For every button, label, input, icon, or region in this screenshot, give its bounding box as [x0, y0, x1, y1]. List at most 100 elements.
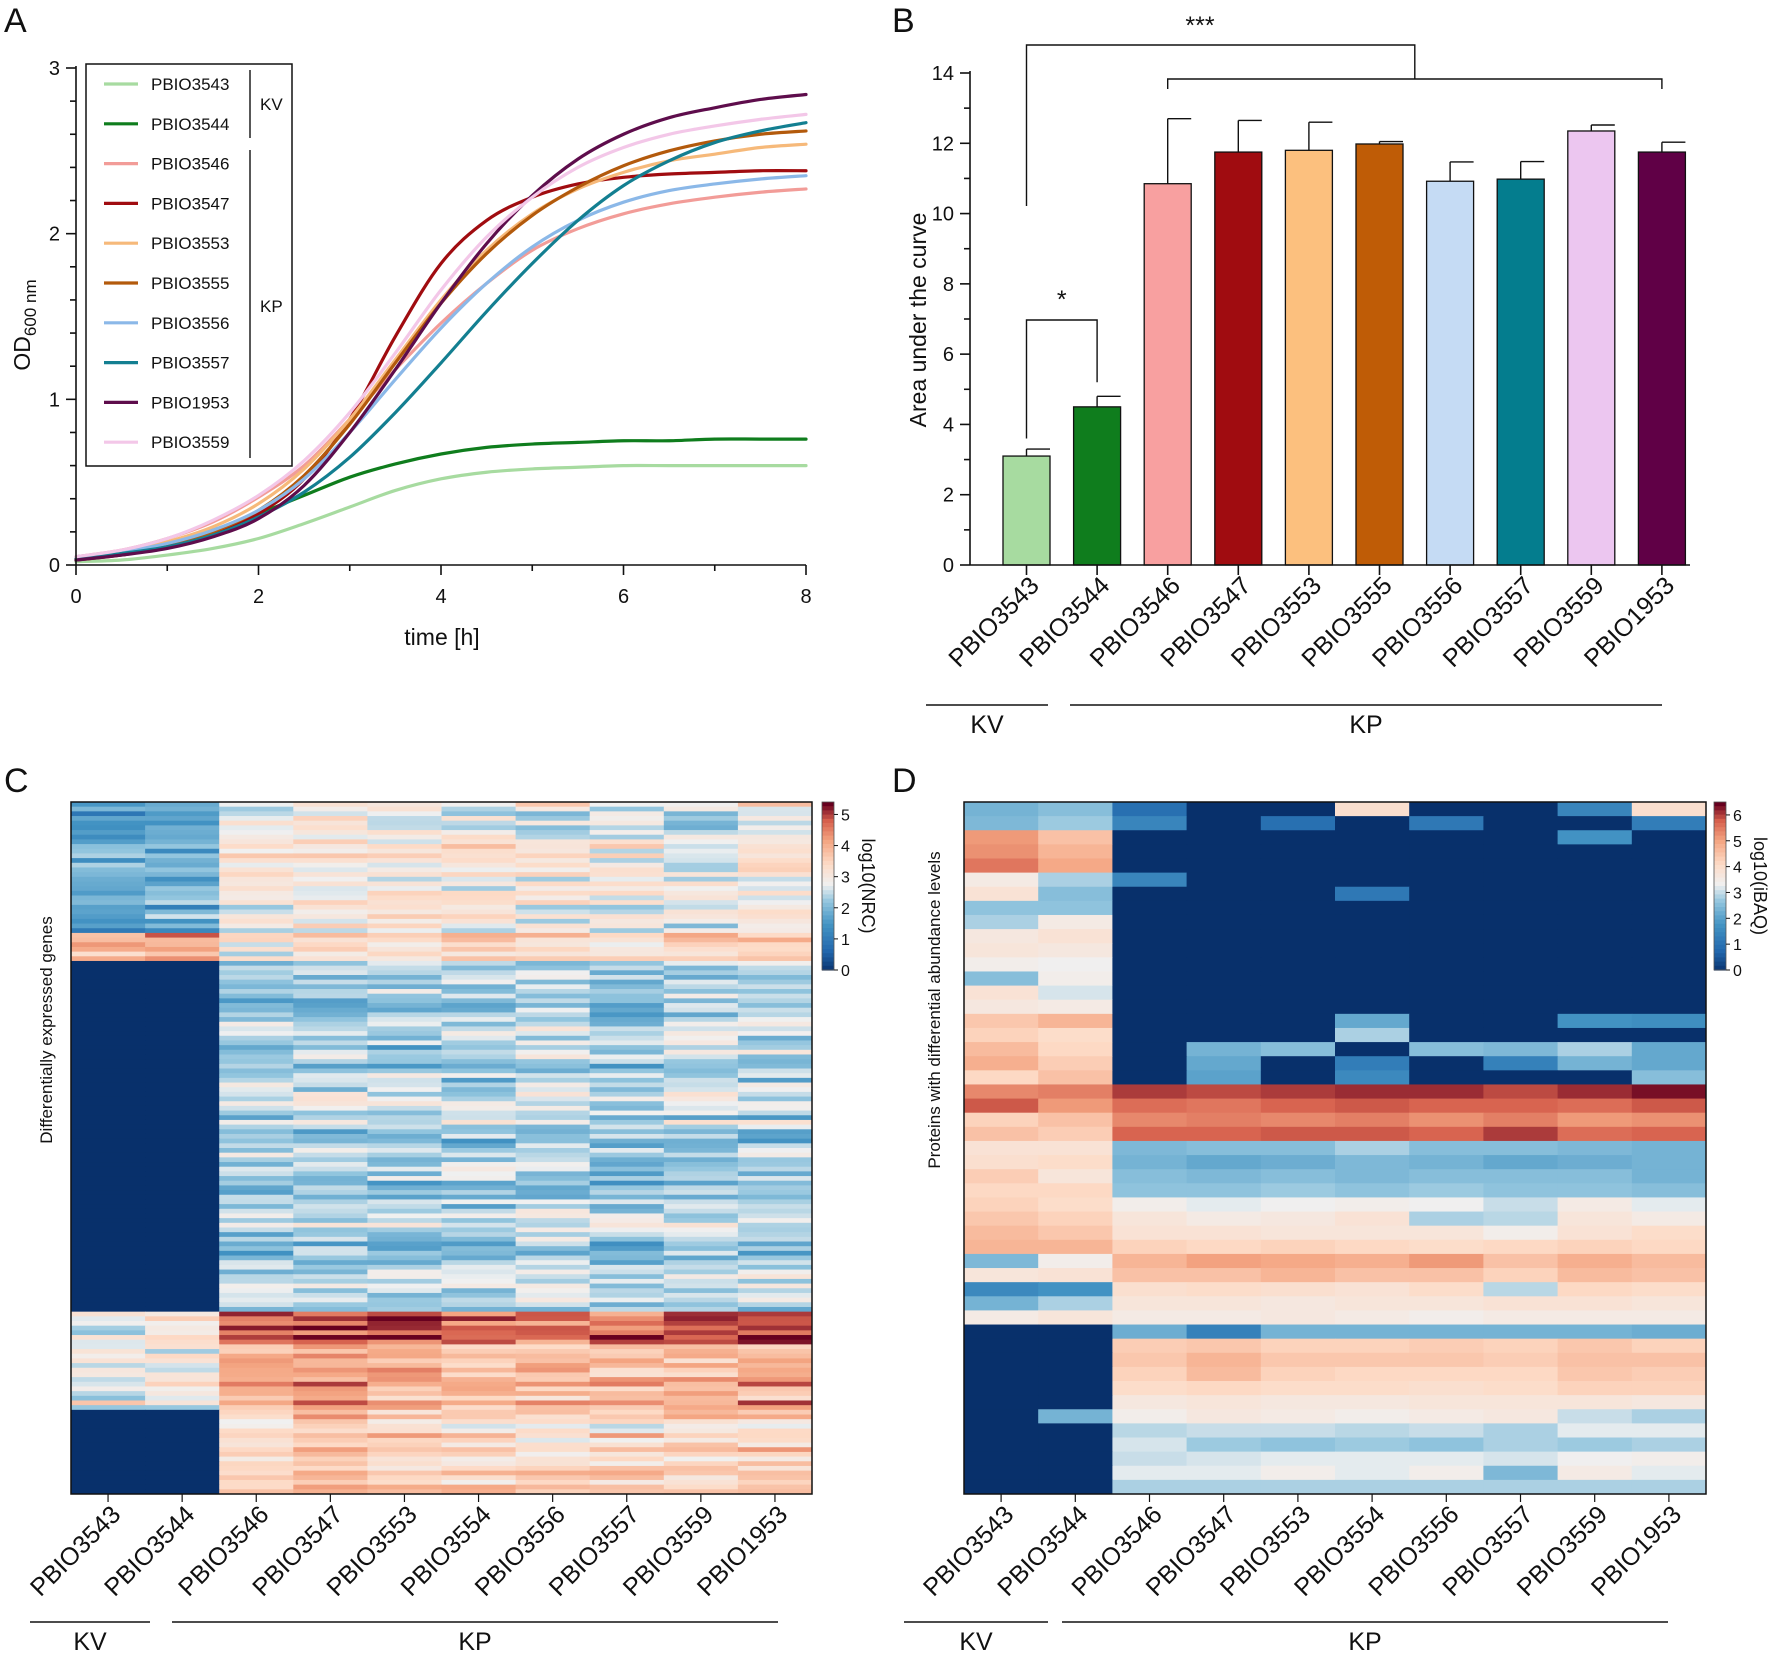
c-heatmap-cell	[293, 1255, 368, 1261]
c-colorbar-segment	[822, 932, 834, 937]
d-heatmap-cell	[1335, 1169, 1410, 1184]
d-heatmap-cell	[1260, 1366, 1336, 1382]
c-heatmap-cell	[71, 951, 146, 957]
c-heatmap-cell	[737, 1003, 813, 1009]
c-heatmap-cell	[515, 1414, 591, 1420]
c-heatmap-cell	[145, 1059, 220, 1065]
d-heatmap-cell	[1112, 1296, 1188, 1311]
c-heatmap-cell	[71, 1321, 146, 1327]
d-heatmap-cell	[1038, 943, 1113, 958]
d-heatmap-cell	[1335, 1253, 1410, 1269]
c-heatmap-cell	[219, 984, 294, 990]
d-heatmap-cell	[1335, 971, 1410, 987]
d-heatmap-cell	[964, 1479, 1039, 1495]
c-colorbar-segment	[822, 860, 834, 866]
c-heatmap-cell	[293, 1124, 368, 1130]
c-heatmap-cell	[441, 1349, 517, 1355]
c-heatmap-cell	[219, 1045, 294, 1051]
c-heatmap-cell	[589, 1339, 665, 1345]
d-heatmap-cell	[1409, 943, 1484, 958]
c-colorbar-segment	[822, 835, 834, 841]
c-heatmap-cell	[219, 998, 294, 1004]
d-heatmap-cell	[1038, 872, 1113, 888]
c-heatmap-cell	[515, 1185, 591, 1191]
c-heatmap-cell	[219, 1054, 294, 1060]
c-heatmap-cell	[219, 965, 294, 971]
d-heatmap-cell	[1483, 1451, 1559, 1467]
c-heatmap-cell	[293, 1344, 368, 1350]
d-heatmap-cell	[1557, 1423, 1633, 1439]
c-heatmap-cell	[71, 1101, 146, 1107]
d-heatmap-cell	[1112, 844, 1188, 859]
c-heatmap-cell	[515, 928, 591, 934]
d-heatmap-cell	[964, 1112, 1039, 1128]
c-heatmap-cell	[663, 1227, 739, 1233]
c-heatmap-cell	[515, 1419, 591, 1425]
d-heatmap-cell	[1409, 1084, 1484, 1100]
c-heatmap-cell	[589, 1091, 665, 1098]
c-heatmap-cell	[367, 1475, 442, 1481]
c-heatmap-cell	[293, 1353, 368, 1359]
d-heatmap-cell	[1112, 1098, 1188, 1114]
c-heatmap-cell	[663, 895, 739, 901]
c-heatmap-cell	[219, 1456, 294, 1462]
c-heatmap-cell	[441, 1059, 517, 1065]
d-heatmap-cell	[1631, 1183, 1707, 1198]
c-heatmap-cell	[71, 1213, 146, 1219]
d-heatmap-cell	[964, 1140, 1039, 1156]
c-heatmap-cell	[589, 1180, 665, 1186]
d-heatmap-cell	[964, 1056, 1039, 1071]
d-heatmap-cell	[1260, 1070, 1336, 1085]
c-heatmap-cell	[293, 1367, 368, 1373]
c-heatmap-cell	[219, 1157, 294, 1163]
c-heatmap-cell	[515, 956, 591, 962]
c-heatmap-cell	[71, 839, 146, 845]
c-heatmap-cell	[145, 1311, 220, 1317]
c-heatmap-cell	[663, 1363, 739, 1369]
c-heatmap-cell	[441, 1428, 517, 1434]
c-heatmap-cell	[367, 1489, 442, 1495]
d-heatmap-cell	[964, 971, 1039, 987]
d-heatmap-cell	[1409, 1296, 1484, 1311]
c-heatmap-cell	[367, 1185, 442, 1191]
c-heatmap-cell	[219, 918, 294, 925]
c-heatmap-cell	[367, 848, 442, 854]
d-heatmap-cell	[1483, 1183, 1559, 1198]
c-heatmap-cell	[367, 886, 442, 892]
c-heatmap-cell	[145, 1456, 220, 1462]
c-heatmap-cell	[589, 1447, 665, 1453]
d-heatmap-cell	[964, 1310, 1039, 1326]
c-heatmap-cell	[441, 1274, 517, 1280]
d-heatmap-cell	[1631, 1310, 1707, 1326]
c-heatmap-cell	[145, 1236, 220, 1243]
d-heatmap-cell	[1260, 985, 1336, 1001]
d-heatmap-cell	[1335, 844, 1410, 859]
c-heatmap-cell	[515, 1428, 591, 1434]
d-colorbar-segment	[1714, 915, 1726, 921]
c-heatmap-cell	[663, 918, 739, 925]
c-heatmap-cell	[663, 1190, 739, 1196]
c-heatmap-cell	[219, 1049, 294, 1055]
c-heatmap-cell	[293, 1073, 368, 1079]
c-heatmap-cell	[589, 881, 665, 887]
d-colorbar-segment	[1714, 856, 1726, 862]
c-heatmap-cell	[367, 984, 442, 990]
c-heatmap-cell	[737, 886, 813, 892]
c-heatmap-cell	[367, 1035, 442, 1041]
c-heatmap-cell	[663, 806, 739, 812]
c-heatmap-cell	[515, 1381, 591, 1387]
d-heatmap-cell	[1260, 1451, 1336, 1467]
c-heatmap-cell	[663, 853, 739, 859]
c-heatmap-cell	[71, 1227, 146, 1233]
c-heatmap-cell	[515, 1105, 591, 1112]
c-heatmap-cell	[145, 1297, 220, 1303]
c-heatmap-cell	[589, 844, 665, 850]
c-heatmap-cell	[589, 1321, 665, 1327]
c-heatmap-cell	[663, 1059, 739, 1065]
c-heatmap-cell	[589, 1012, 665, 1018]
d-heatmap-cell	[1631, 1211, 1707, 1227]
a-y-axis-label-main: OD	[9, 336, 35, 371]
c-heatmap-cell	[441, 979, 517, 985]
c-heatmap-cell	[737, 1176, 813, 1182]
c-heatmap-cell	[145, 1470, 220, 1476]
